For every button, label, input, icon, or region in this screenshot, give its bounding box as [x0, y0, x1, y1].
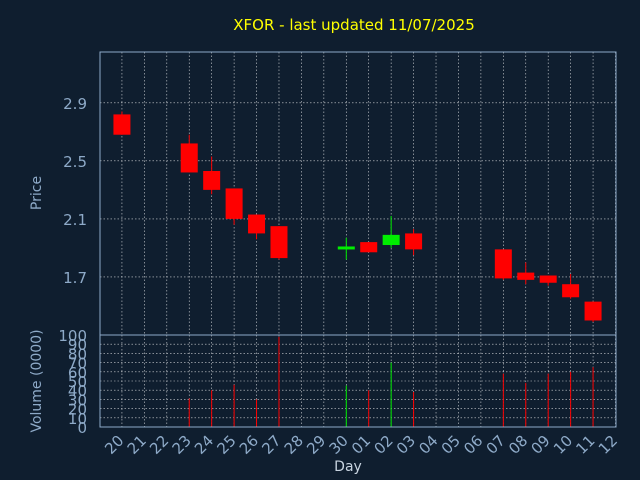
volume-tick-label: 60	[68, 364, 87, 382]
volume-axis-label: Volume (0000)	[29, 329, 45, 432]
price-grid	[100, 52, 616, 335]
price-tick-label: 2.9	[63, 95, 87, 113]
candle-body	[405, 233, 423, 250]
candle-body	[113, 114, 131, 135]
x-axis-label: Day	[334, 459, 362, 475]
price-tick-label: 2.5	[63, 153, 87, 171]
volume-tick-label: 50	[68, 373, 87, 391]
price-tick-label: 2.1	[63, 211, 87, 229]
candle-body	[539, 275, 557, 283]
candle-body	[562, 284, 580, 298]
candle-body	[584, 301, 602, 321]
volume-tick-label: 100	[58, 327, 87, 345]
x-tick-label: 12	[595, 432, 621, 458]
candle-body	[225, 188, 243, 219]
volume-tick-label: 40	[68, 382, 87, 400]
volume-tick-label: 70	[68, 355, 87, 373]
volume-panel-frame	[99, 334, 617, 428]
chart-title: XFOR - last updated 11/07/2025	[233, 16, 475, 34]
volume-tick-label: 30	[68, 391, 87, 409]
candle-body	[360, 242, 378, 253]
volume-tick-label: 90	[68, 336, 87, 354]
price-panel-frame	[99, 51, 617, 336]
volume-tick-label: 80	[68, 345, 87, 363]
volume-tick-label: 20	[68, 401, 87, 419]
candles	[113, 111, 602, 322]
candle-body	[517, 272, 535, 280]
volume-grid	[100, 334, 616, 428]
price-axis-label: Price	[29, 176, 45, 210]
x-axis-ticks: 2021222324252627282930010203040506070809…	[101, 432, 621, 458]
candle-body	[203, 171, 221, 190]
volume-tick-label: 10	[68, 410, 87, 428]
candle-body	[494, 249, 512, 279]
candle-body	[382, 234, 400, 246]
volume-bars	[188, 336, 594, 427]
volume-tick-label: 0	[77, 419, 87, 437]
candle-body	[270, 226, 288, 259]
candle-body	[337, 246, 355, 250]
price-tick-label: 1.7	[63, 269, 87, 287]
candle-body	[180, 143, 198, 173]
price-axis-ticks: 1.7 2.1 2.5 2.9	[63, 95, 87, 287]
candle-body	[248, 214, 266, 234]
